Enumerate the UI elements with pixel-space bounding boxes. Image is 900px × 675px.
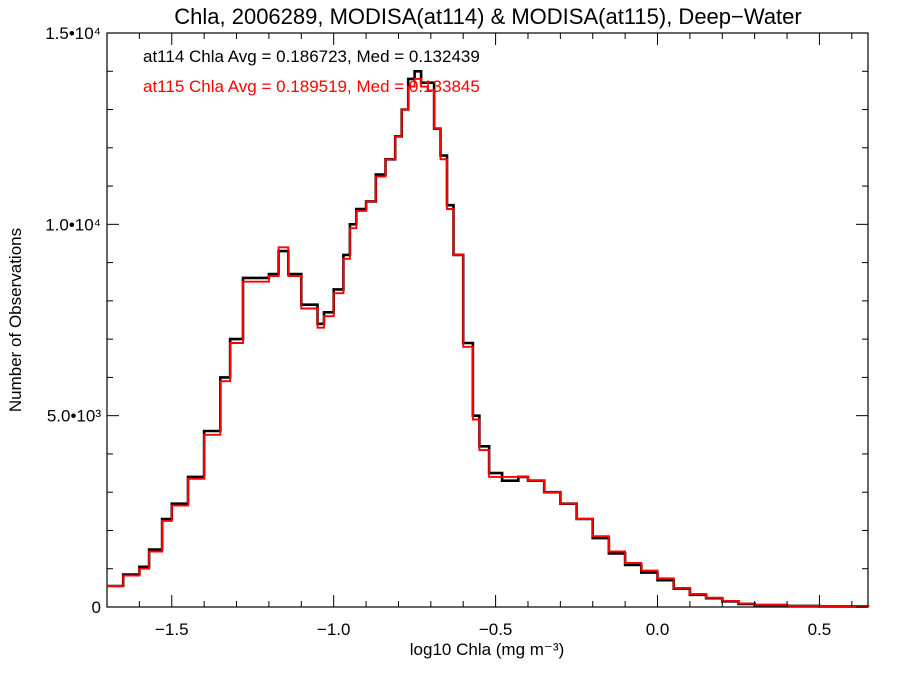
y-tick-label: 1.0•10⁴ xyxy=(45,215,101,234)
x-tick-label: 0.0 xyxy=(646,620,670,639)
series-line-at115 xyxy=(107,77,869,608)
x-tick-label: −1.0 xyxy=(317,620,351,639)
y-tick-label: 0 xyxy=(92,598,101,617)
y-axis-label: Number of Observations xyxy=(6,228,25,412)
x-tick-label: −0.5 xyxy=(479,620,513,639)
chart-title: Chla, 2006289, MODISA(at114) & MODISA(at… xyxy=(174,4,801,29)
x-tick-label: 0.5 xyxy=(808,620,832,639)
plot-area: −1.5 −1.0 −0.5 0.0 0.5 0 5.0•10³ 1.0•10⁴ 1.5•10⁴ xyxy=(45,24,870,639)
annotation-at115: at115 Chla Avg = 0.189519, Med = 0.13384… xyxy=(143,77,480,96)
x-axis-label: log10 Chla (mg m⁻³) xyxy=(410,640,564,659)
annotation-at114: at114 Chla Avg = 0.186723, Med = 0.13243… xyxy=(143,47,480,66)
tick-layer: −1.5 −1.0 −0.5 0.0 0.5 0 5.0•10³ 1.0•10⁴ 1.5•10⁴ xyxy=(45,24,868,639)
series-layer xyxy=(107,70,870,608)
plot-frame xyxy=(106,32,869,608)
y-tick-label: 5.0•10³ xyxy=(47,407,101,426)
y-tick-label: 1.5•10⁴ xyxy=(45,24,101,43)
x-tick-label: −1.5 xyxy=(155,620,189,639)
